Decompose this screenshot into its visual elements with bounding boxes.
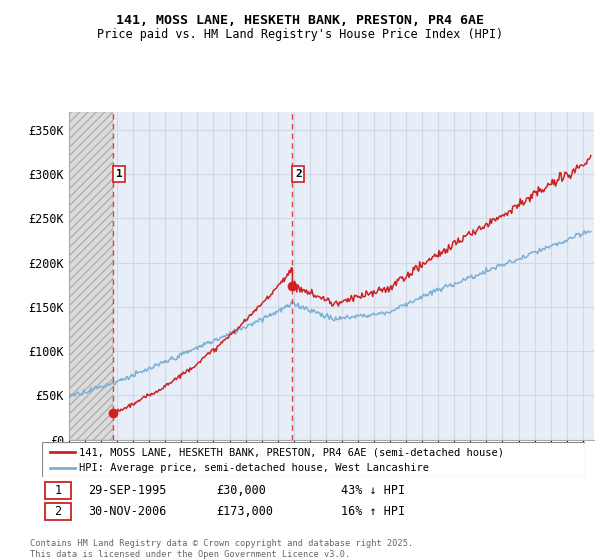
Text: £173,000: £173,000 bbox=[216, 506, 273, 519]
Bar bbox=[69, 112, 113, 440]
Text: 2: 2 bbox=[295, 169, 302, 179]
Text: Contains HM Land Registry data © Crown copyright and database right 2025.
This d: Contains HM Land Registry data © Crown c… bbox=[30, 539, 413, 559]
FancyBboxPatch shape bbox=[42, 442, 585, 477]
Text: 30-NOV-2006: 30-NOV-2006 bbox=[88, 506, 167, 519]
Text: 29-SEP-1995: 29-SEP-1995 bbox=[88, 484, 167, 497]
Text: Price paid vs. HM Land Registry's House Price Index (HPI): Price paid vs. HM Land Registry's House … bbox=[97, 28, 503, 41]
Text: 141, MOSS LANE, HESKETH BANK, PRESTON, PR4 6AE: 141, MOSS LANE, HESKETH BANK, PRESTON, P… bbox=[116, 14, 484, 27]
Text: 141, MOSS LANE, HESKETH BANK, PRESTON, PR4 6AE (semi-detached house): 141, MOSS LANE, HESKETH BANK, PRESTON, P… bbox=[79, 447, 504, 457]
FancyBboxPatch shape bbox=[45, 482, 71, 499]
Text: 43% ↓ HPI: 43% ↓ HPI bbox=[341, 484, 405, 497]
Text: HPI: Average price, semi-detached house, West Lancashire: HPI: Average price, semi-detached house,… bbox=[79, 464, 429, 473]
Text: 16% ↑ HPI: 16% ↑ HPI bbox=[341, 506, 405, 519]
Text: 2: 2 bbox=[54, 506, 61, 519]
Text: £30,000: £30,000 bbox=[216, 484, 266, 497]
Text: 1: 1 bbox=[54, 484, 61, 497]
FancyBboxPatch shape bbox=[45, 503, 71, 520]
Text: 1: 1 bbox=[116, 169, 122, 179]
